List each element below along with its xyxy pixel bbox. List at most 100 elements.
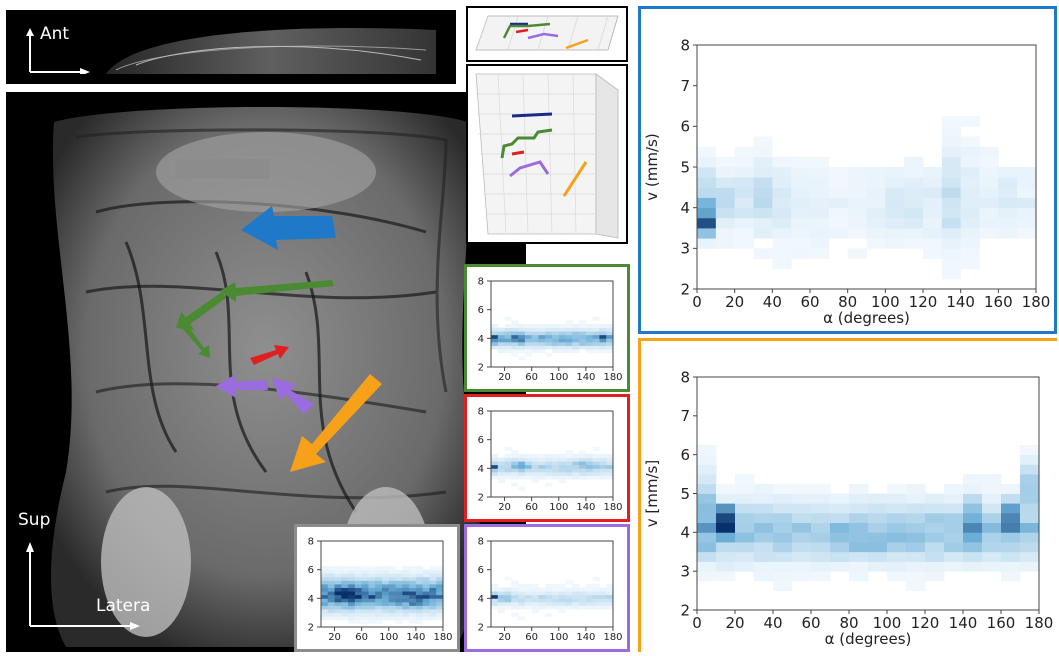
heatmap-cell (415, 573, 424, 578)
heatmap-cell (361, 591, 369, 596)
heatmap-cell (979, 217, 999, 229)
x-tick-label: 120 (911, 614, 940, 632)
heatmap-cell (716, 512, 736, 524)
y-tick-label: 2 (478, 623, 484, 634)
heatmap-cell (429, 566, 437, 571)
heatmap-cell (565, 320, 573, 325)
heatmap-cell (368, 619, 376, 624)
heatmap-cell (828, 187, 849, 198)
x-tick-label: 20 (725, 293, 744, 311)
heatmap-cell (982, 551, 1002, 562)
heatmap-cell (697, 146, 717, 158)
y-axis-label: v (mm/s) (643, 133, 661, 200)
heatmap-cell (361, 598, 369, 603)
heatmap-cell (810, 167, 830, 178)
heatmap-cell (409, 566, 417, 571)
heatmap-cell (518, 591, 526, 596)
heatmap-cell (511, 345, 519, 350)
heatmap-cell (963, 483, 983, 494)
heatmap-cell (497, 457, 505, 462)
heatmap-cell (354, 573, 363, 578)
heatmap-cell (810, 238, 830, 249)
heatmap-cell (565, 334, 573, 339)
heatmap-cell (388, 573, 396, 578)
heatmap-cell (579, 338, 587, 343)
heatmap-cell (592, 345, 600, 350)
heatmap-cell (531, 341, 539, 346)
x-tick-label: 100 (549, 502, 568, 513)
heatmap-cell (754, 483, 774, 494)
heatmap-cell (497, 349, 505, 354)
heatmap-cell (375, 594, 383, 599)
heatmap-cell (395, 601, 403, 606)
heatmap-cell (849, 571, 869, 582)
heatmap-cell (585, 475, 594, 480)
heatmap-cell (538, 338, 546, 343)
heatmap-cell (436, 605, 444, 610)
heatmap-cell (402, 609, 410, 614)
heatmap-cell (395, 612, 403, 617)
heatmap-cell (906, 561, 926, 572)
heatmap-cell (998, 197, 1018, 209)
x-tick-label: 180 (603, 632, 622, 643)
heatmap-cell (773, 580, 793, 591)
heatmap-cell (524, 594, 533, 599)
heatmap-cell (792, 493, 812, 504)
heatmap-cell (572, 468, 580, 473)
heatmap-cell (545, 457, 553, 462)
superior-lateral-axis-arrows-icon (26, 542, 140, 630)
heatmap-cells (697, 444, 1040, 591)
heatmap-cell (436, 616, 444, 621)
heatmap-cell (579, 324, 587, 328)
y-tick-label: 4 (478, 334, 484, 345)
heatmap-cell (552, 591, 560, 596)
heatmap-cell (941, 116, 962, 127)
heatmap-cell (810, 248, 830, 259)
sagittal-mri-strip: Ant (6, 10, 456, 84)
heatmap-cell (511, 324, 519, 328)
heatmap-cell (531, 605, 539, 610)
heatmap-cell (982, 512, 1002, 524)
heatmap-cell (887, 561, 907, 572)
heatmap-cell (849, 551, 869, 562)
heatmap-cell (849, 542, 869, 553)
heatmap-cell (792, 512, 812, 524)
heatmap-cell (511, 468, 519, 473)
heatmap-cell (734, 156, 754, 168)
y-tick-label: 4 (478, 594, 484, 605)
heatmap-cell (811, 522, 831, 533)
heatmap-cell (1001, 542, 1021, 553)
heatmap-cell (538, 461, 546, 466)
heatmap-cell (735, 503, 755, 514)
heatmap-cell (982, 503, 1002, 514)
heatmap-cell (868, 532, 888, 543)
x-tick-label: 100 (549, 372, 568, 383)
heatmap-cell (1020, 512, 1040, 524)
heatmap-cell (321, 601, 329, 606)
heatmap-cell (772, 217, 792, 229)
heatmap-cell (558, 341, 566, 346)
y-tick-label: 2 (680, 280, 690, 298)
heatmap-cell (558, 587, 566, 592)
heatmap-cell (979, 167, 999, 178)
heatmap-cell (828, 207, 849, 219)
heatmap-cell (960, 136, 980, 148)
heatmap-cell (341, 601, 349, 606)
heatmap-cell (504, 338, 512, 343)
heatmap-cell (963, 561, 983, 572)
heatmap-cell (592, 584, 600, 588)
heatmap-cell (944, 483, 964, 494)
heatmap-cell (354, 619, 363, 624)
heatmap-cell (368, 580, 376, 585)
heatmap-cell (606, 475, 614, 480)
heatmap-cell (368, 605, 376, 610)
heatmap-cell (810, 187, 830, 198)
y-tick-label: 6 (478, 565, 484, 576)
heatmap-cell (388, 594, 396, 599)
heatmap-cell (1020, 522, 1040, 533)
heatmap-cell (606, 349, 614, 354)
heatmap-cell (572, 457, 580, 462)
heatmap-cell (773, 483, 793, 494)
heatmap-cell (906, 493, 926, 504)
red-arrow-icon (250, 345, 289, 365)
